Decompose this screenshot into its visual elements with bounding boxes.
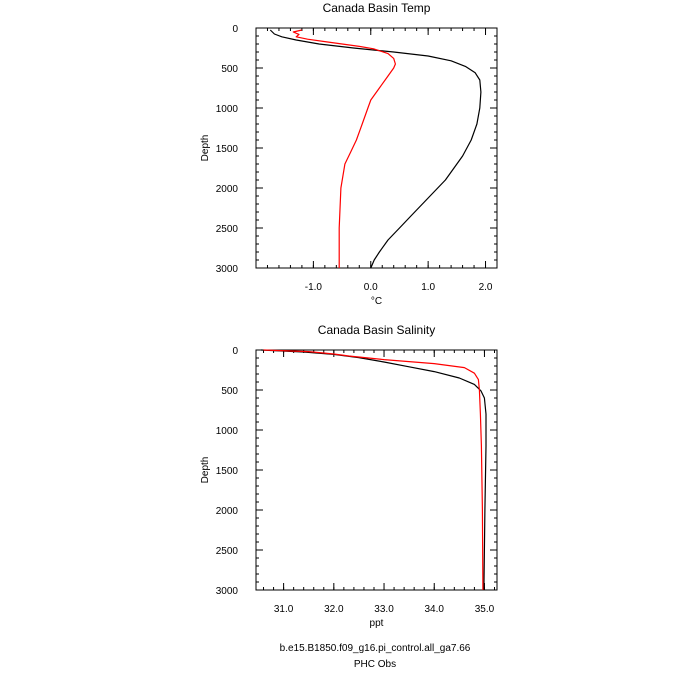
obs-series-line	[263, 349, 484, 591]
y-tick-label: 1000	[216, 104, 239, 115]
y-tick-label: 3000	[216, 586, 239, 597]
legend-obs-label: PHC Obs	[354, 659, 396, 670]
y-tick-label: 1000	[216, 426, 239, 437]
x-tick-label: 1.0	[421, 282, 435, 293]
y-tick-label: 3000	[216, 264, 239, 275]
x-tick-label: 2.0	[479, 282, 493, 293]
y-tick-label: 1500	[216, 466, 239, 477]
x-tick-label: 34.0	[425, 604, 445, 615]
y-tick-label: 2500	[216, 546, 239, 557]
y-tick-label: 0	[232, 346, 238, 357]
x-tick-label: 31.0	[274, 604, 294, 615]
model-series-line	[269, 29, 482, 269]
y-axis-label: Depth	[200, 457, 211, 484]
x-tick-label: 32.0	[324, 604, 344, 615]
x-axis-label: ppt	[370, 618, 384, 629]
salinity-panel: Canada Basin Salinity 31.0 32.0 33.0 34.0 35.…	[200, 323, 498, 629]
y-tick-label: 2500	[216, 224, 239, 235]
y-tick-label: 2000	[216, 184, 239, 195]
y-tick-label: 500	[221, 386, 238, 397]
y-axis-label: Depth	[200, 135, 211, 162]
x-tick-label: 0.0	[364, 282, 378, 293]
x-tick-label: 33.0	[374, 604, 394, 615]
chart-title: Canada Basin Salinity	[318, 323, 435, 337]
plot-frame	[255, 349, 498, 591]
y-tick-label: 1500	[216, 144, 239, 155]
y-tick-label: 0	[232, 24, 238, 35]
y-tick-label: 500	[221, 64, 238, 75]
obs-series-line	[292, 29, 396, 268]
x-axis-label: °C	[371, 296, 382, 307]
temp-panel: Canada Basin Temp -1.0 0.0 1.0 2.0 0 500 1000 15…	[200, 1, 498, 307]
y-tick-label: 2000	[216, 506, 239, 517]
chart-title: Canada Basin Temp	[323, 1, 431, 15]
model-series-line	[260, 349, 487, 591]
x-tick-label: 35.0	[475, 604, 495, 615]
legend-model-label: b.e15.B1850.f09_g16.pi_control.all_ga7.6…	[280, 643, 471, 654]
x-tick-label: -1.0	[305, 282, 323, 293]
